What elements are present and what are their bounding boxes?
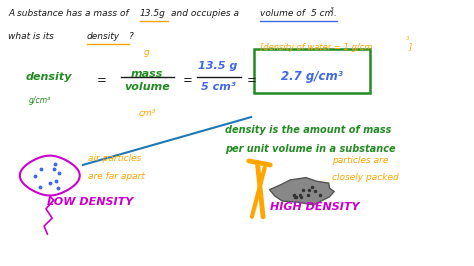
Text: .: . (333, 9, 336, 18)
Text: what is its: what is its (8, 32, 54, 41)
Text: and occupies a: and occupies a (171, 9, 238, 18)
Text: HIGH DENSITY: HIGH DENSITY (270, 202, 360, 212)
Text: 3: 3 (330, 7, 334, 12)
Text: particles are: particles are (332, 156, 388, 165)
Text: are far apart: are far apart (88, 172, 145, 181)
Text: A substance has a mass of: A substance has a mass of (8, 9, 128, 18)
Text: g/cm³: g/cm³ (28, 96, 51, 105)
Text: 2.7 g/cm³: 2.7 g/cm³ (281, 70, 343, 84)
Text: ?: ? (129, 32, 134, 41)
Text: =: = (97, 74, 107, 88)
Text: density: density (87, 32, 120, 41)
Text: closely packed: closely packed (332, 173, 399, 182)
Text: 13.5 g: 13.5 g (198, 61, 238, 71)
Text: 13.5g: 13.5g (140, 9, 166, 18)
Text: [density of water = 1 g/cm: [density of water = 1 g/cm (260, 43, 372, 52)
Text: 5 cm: 5 cm (311, 9, 333, 18)
Text: mass: mass (131, 69, 163, 79)
Text: volume: volume (124, 82, 170, 93)
Text: ]: ] (409, 43, 412, 52)
Text: =: = (246, 74, 256, 88)
FancyBboxPatch shape (254, 49, 370, 93)
Polygon shape (270, 178, 334, 205)
Text: volume of: volume of (260, 9, 305, 18)
Text: 5 cm³: 5 cm³ (201, 82, 236, 93)
Text: LOW DENSITY: LOW DENSITY (47, 197, 134, 207)
Text: density is the amount of mass: density is the amount of mass (225, 125, 392, 135)
Text: 3: 3 (406, 36, 410, 41)
Text: =: = (182, 74, 192, 88)
Text: density: density (26, 72, 73, 82)
Text: cm³: cm³ (138, 109, 155, 118)
Text: per unit volume in a substance: per unit volume in a substance (225, 144, 396, 154)
Text: g: g (144, 48, 150, 57)
Text: air particles: air particles (88, 154, 141, 163)
